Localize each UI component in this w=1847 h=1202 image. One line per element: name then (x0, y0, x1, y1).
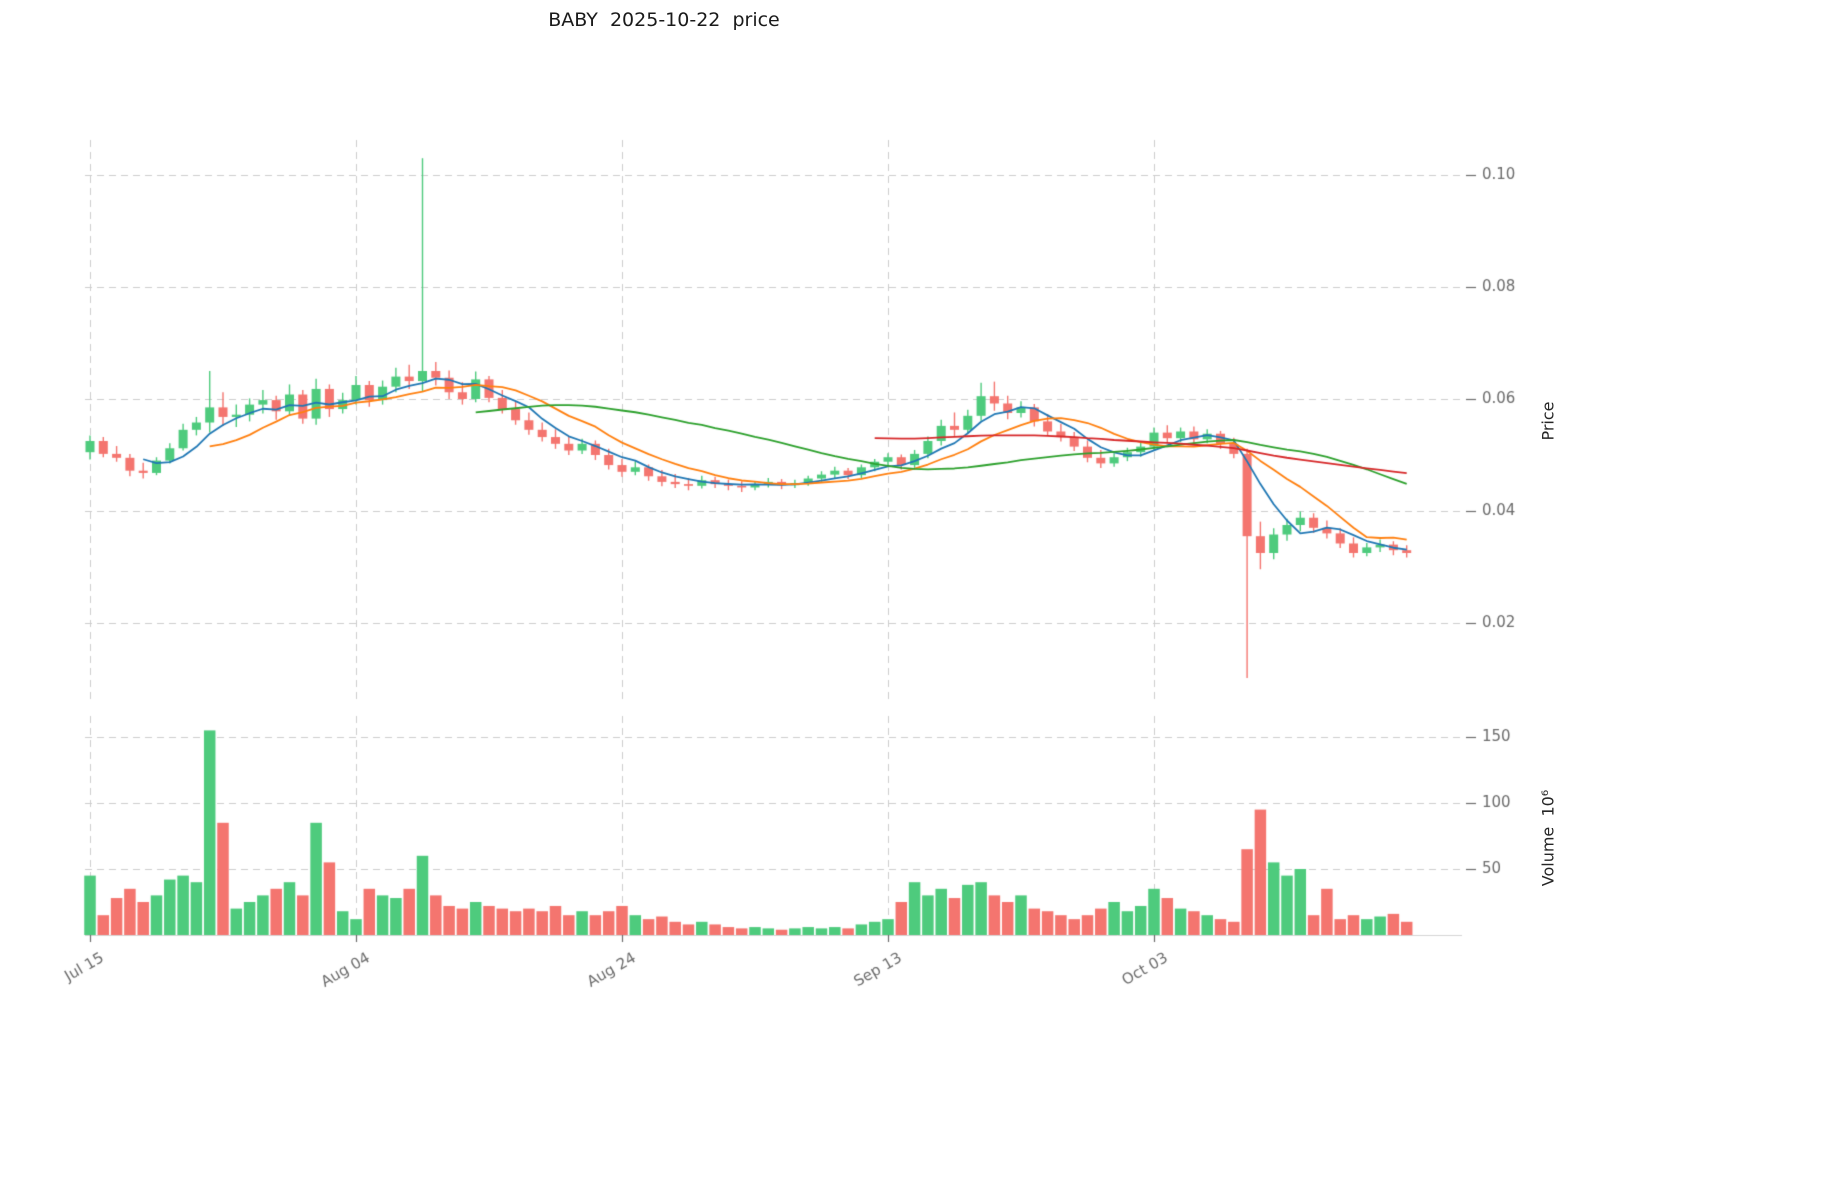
volume-axis-title: Volume 10⁶ (1538, 789, 1558, 887)
chart-title: BABY 2025-10-22 price (548, 9, 780, 31)
price-axis-title: Price (1538, 401, 1558, 441)
